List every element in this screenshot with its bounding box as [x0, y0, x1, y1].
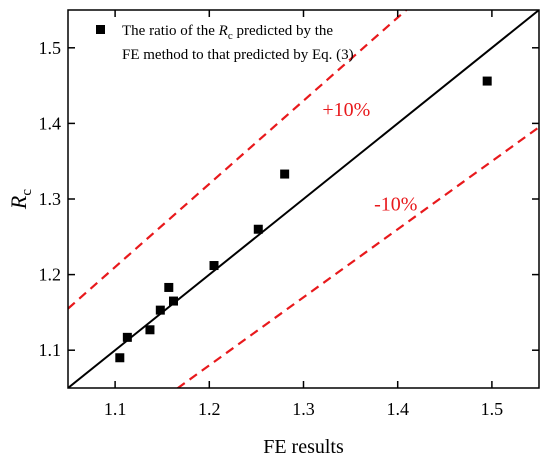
x-tick-label: 1.4	[386, 399, 409, 419]
data-point	[253, 224, 263, 234]
y-tick-label: 1.2	[39, 265, 62, 285]
x-tick-label: 1.2	[198, 399, 221, 419]
reference-line-minus-10	[176, 126, 539, 388]
y-tick-label: 1.4	[39, 113, 62, 133]
data-point	[155, 305, 165, 315]
x-tick-label: 1.1	[104, 399, 127, 419]
x-tick-label: 1.3	[292, 399, 315, 419]
y-tick-label: 1.3	[39, 189, 62, 209]
x-axis-label: FE results	[263, 436, 344, 458]
data-points	[115, 76, 492, 363]
legend-marker	[96, 25, 105, 34]
annotation-plus-10: +10%	[322, 99, 370, 121]
data-point	[169, 296, 179, 306]
data-point	[164, 282, 174, 292]
data-point	[115, 353, 125, 363]
legend: The ratio of the Rc predicted by the FE m…	[96, 23, 354, 63]
data-point	[209, 261, 219, 271]
y-axis-label: Rc	[6, 189, 35, 210]
y-tick-label: 1.1	[39, 340, 62, 360]
data-point	[280, 169, 290, 179]
ticks: 1.1 1.2 1.3 1.4 1.5 1.1 1.2 1.3 1.4 1.5	[39, 10, 539, 419]
y-tick-label: 1.5	[39, 38, 62, 58]
legend-line-2: FE method to that predicted by Eq. (3)	[122, 47, 354, 63]
annotation-minus-10: -10%	[374, 193, 417, 215]
x-tick-label: 1.5	[481, 399, 504, 419]
legend-line-1: The ratio of the Rc predicted by the	[122, 23, 333, 42]
data-point	[145, 325, 155, 335]
plot-area: 1.1 1.2 1.3 1.4 1.5 1.1 1.2 1.3 1.4 1.5 FE results…	[6, 9, 540, 458]
data-point	[482, 76, 492, 86]
reference-lines	[68, 10, 539, 388]
reference-line-equal	[68, 10, 539, 388]
data-point	[122, 332, 132, 342]
